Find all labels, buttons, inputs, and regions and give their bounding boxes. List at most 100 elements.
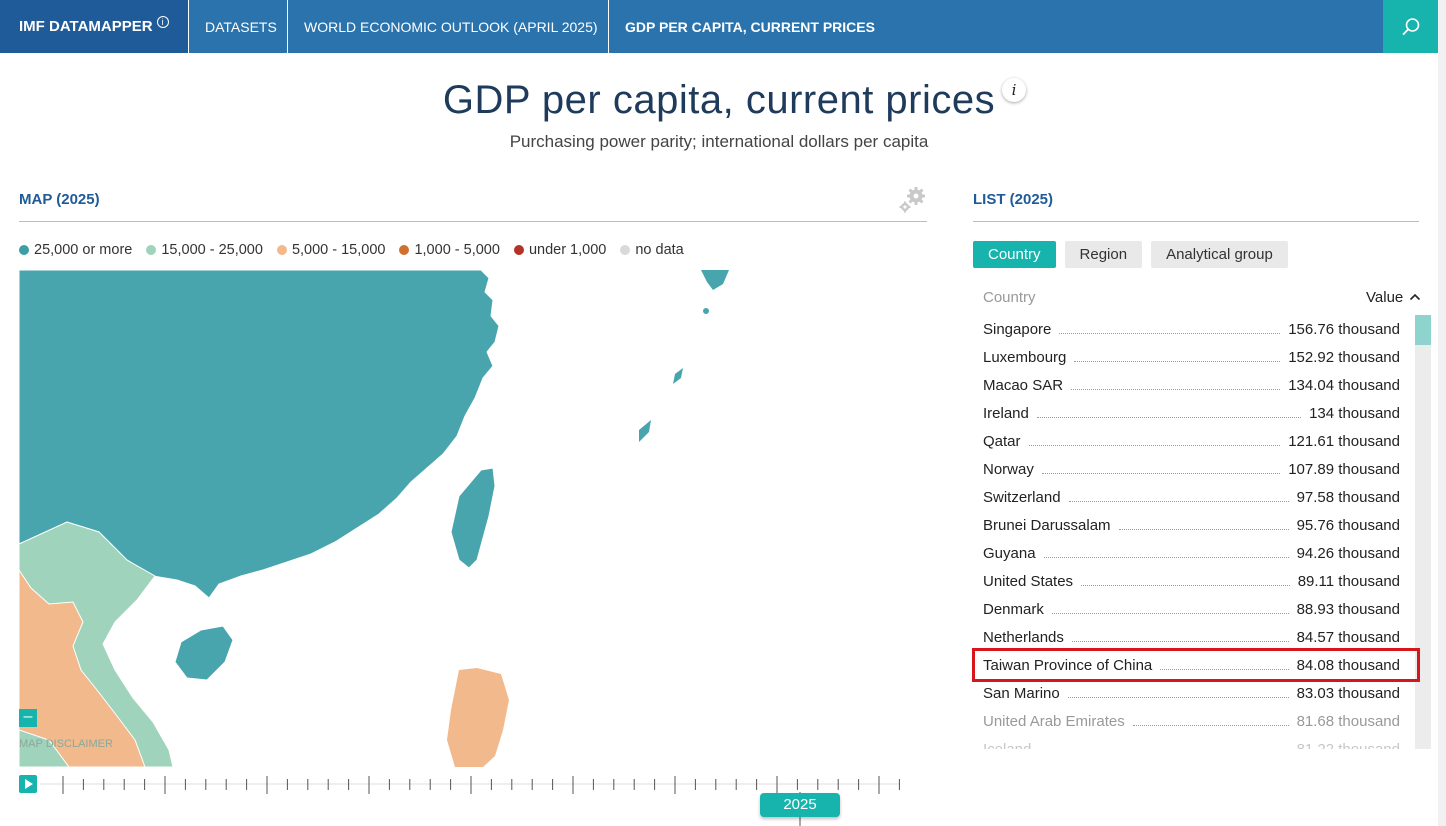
page-scrollbar[interactable] xyxy=(1438,0,1446,826)
list-tabs: Country Region Analytical group xyxy=(973,241,1297,268)
country-name: Luxembourg xyxy=(983,348,1067,366)
column-header-value[interactable]: Value xyxy=(1366,289,1421,306)
leader-dots xyxy=(1071,388,1281,390)
list-item[interactable]: Luxembourg 152.92 thousand xyxy=(983,343,1400,371)
top-nav: IMF DATAMAPPER i DATASETS WORLD ECONOMIC… xyxy=(0,0,1438,53)
gear-icon[interactable] xyxy=(897,186,927,216)
nav-current-indicator[interactable]: GDP PER CAPITA, CURRENT PRICES xyxy=(625,18,875,35)
legend-swatch xyxy=(276,245,287,255)
play-button[interactable] xyxy=(19,775,37,793)
leader-dots xyxy=(1043,556,1289,558)
country-value: 121.61 thousand xyxy=(1288,432,1400,450)
legend-swatch xyxy=(399,245,410,255)
country-value: 88.93 thousand xyxy=(1296,600,1400,618)
country-value: 134.04 thousand xyxy=(1288,376,1400,394)
column-header-country[interactable]: Country xyxy=(983,289,1036,306)
year-timeline[interactable] xyxy=(40,770,920,826)
legend-swatch xyxy=(19,245,29,255)
list-item[interactable]: Switzerland 97.58 thousand xyxy=(983,483,1400,511)
leader-dots xyxy=(1036,416,1302,418)
country-list[interactable]: Singapore 156.76 thousand Luxembourg 152.9… xyxy=(973,315,1413,750)
brand-label: IMF DATAMAPPER xyxy=(19,18,153,35)
legend-item[interactable]: 1,000 - 5,000 xyxy=(399,242,500,258)
country-name: Macao SAR xyxy=(983,376,1064,394)
list-item[interactable]: Singapore 156.76 thousand xyxy=(983,315,1400,343)
list-scrollbar-thumb[interactable] xyxy=(1415,315,1431,345)
country-value: 152.92 thousand xyxy=(1288,348,1400,366)
nav-datasets[interactable]: DATASETS xyxy=(189,0,288,53)
country-value: 95.76 thousand xyxy=(1296,516,1400,534)
leader-dots xyxy=(1074,360,1281,362)
region-philippines[interactable] xyxy=(447,668,509,767)
tab-region[interactable]: Region xyxy=(1064,241,1143,268)
region-island[interactable] xyxy=(701,270,729,290)
map-canvas[interactable] xyxy=(19,270,927,767)
list-item[interactable]: United Arab Emirates 81.68 thousand xyxy=(983,707,1400,735)
highlight-box xyxy=(972,648,1420,682)
brand-info-icon[interactable]: i xyxy=(156,15,169,28)
map-heading: MAP (2025) xyxy=(19,191,100,208)
region-island[interactable] xyxy=(673,368,683,384)
leader-dots xyxy=(1059,332,1281,334)
country-name: Taiwan Province of China xyxy=(983,656,1153,674)
country-name: Brunei Darussalam xyxy=(983,516,1111,534)
legend-swatch xyxy=(620,245,631,255)
legend-item[interactable]: 5,000 - 15,000 xyxy=(276,242,386,258)
country-name: Iceland xyxy=(983,740,1032,750)
country-value: 94.26 thousand xyxy=(1296,544,1400,562)
region-laos[interactable] xyxy=(19,569,146,767)
legend-item[interactable]: no data xyxy=(620,242,684,258)
leader-dots xyxy=(1041,472,1281,474)
brand-link[interactable]: IMF DATAMAPPER i xyxy=(0,0,189,53)
column-header-value-label: Value xyxy=(1366,289,1404,306)
legend-item[interactable]: under 1,000 xyxy=(513,242,606,258)
legend-swatch xyxy=(513,245,524,255)
list-item[interactable]: San Marino 83.03 thousand xyxy=(983,679,1400,707)
legend-item[interactable]: 25,000 or more xyxy=(19,242,132,258)
country-value: 156.76 thousand xyxy=(1288,320,1400,338)
nav-weo[interactable]: WORLD ECONOMIC OUTLOOK (APRIL 2025) xyxy=(288,0,609,53)
country-value: 89.11 thousand xyxy=(1297,572,1400,590)
country-value: 97.58 thousand xyxy=(1296,488,1400,506)
country-value: 134 thousand xyxy=(1309,404,1400,422)
title-info-icon[interactable]: i xyxy=(1002,78,1026,102)
list-item[interactable]: Qatar 121.61 thousand xyxy=(983,427,1400,455)
list-item[interactable]: Brunei Darussalam 95.76 thousand xyxy=(983,511,1400,539)
map-disclaimer-link[interactable]: MAP DISCLAIMER xyxy=(19,738,113,750)
legend-item[interactable]: 15,000 - 25,000 xyxy=(146,242,263,258)
region-hainan[interactable] xyxy=(174,625,234,681)
leader-dots xyxy=(1081,584,1290,586)
list-item[interactable]: Denmark 88.93 thousand xyxy=(983,595,1400,623)
list-item[interactable]: Guyana 94.26 thousand xyxy=(983,539,1400,567)
legend-swatch xyxy=(146,245,157,255)
list-item[interactable]: United States 89.11 thousand xyxy=(983,567,1400,595)
search-icon xyxy=(1401,17,1419,35)
region-island[interactable] xyxy=(639,420,651,442)
zoom-out-button[interactable]: – xyxy=(19,709,37,727)
list-item[interactable]: Macao SAR 134.04 thousand xyxy=(983,371,1400,399)
country-name: Norway xyxy=(983,460,1034,478)
country-name: Singapore xyxy=(983,320,1052,338)
year-badge[interactable]: 2025 xyxy=(760,793,840,817)
list-item[interactable]: Netherlands 84.57 thousand xyxy=(983,623,1400,651)
list-scrollbar[interactable] xyxy=(1415,315,1431,749)
map-svg[interactable] xyxy=(19,270,927,767)
country-name: San Marino xyxy=(983,684,1060,702)
legend-label: 25,000 or more xyxy=(34,242,133,258)
list-item[interactable]: Ireland 134 thousand xyxy=(983,399,1400,427)
legend-label: 5,000 - 15,000 xyxy=(291,242,386,258)
list-item[interactable]: Iceland 81.22 thousand xyxy=(983,735,1400,750)
country-name: Qatar xyxy=(983,432,1021,450)
list-item[interactable]: Norway 107.89 thousand xyxy=(983,455,1400,483)
list-heading-divider xyxy=(973,221,1419,222)
leader-dots xyxy=(1071,640,1289,642)
region-china[interactable] xyxy=(19,270,500,599)
region-island[interactable] xyxy=(703,308,709,314)
list-item-highlighted[interactable]: Taiwan Province of China 84.08 thousand xyxy=(983,651,1400,679)
region-taiwan[interactable] xyxy=(450,467,496,569)
map-heading-divider xyxy=(19,221,927,222)
tab-analytical-group[interactable]: Analytical group xyxy=(1151,241,1288,268)
leader-dots xyxy=(1067,696,1289,698)
search-button[interactable] xyxy=(1383,0,1438,53)
tab-country[interactable]: Country xyxy=(973,241,1056,268)
